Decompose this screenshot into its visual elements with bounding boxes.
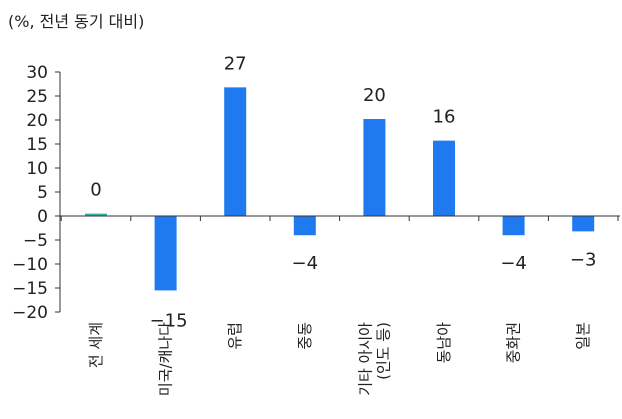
unit-label: (%, 전년 동기 대비) <box>8 12 145 31</box>
y-tick-label: 0 <box>37 207 48 227</box>
category-label: 전 세계 <box>87 322 105 368</box>
bar <box>363 119 386 216</box>
category-label: (인도 등) <box>374 322 392 380</box>
bar <box>154 216 177 291</box>
bar <box>433 140 455 216</box>
category-label: 중동 <box>296 322 314 350</box>
y-tick-label: 10 <box>26 159 48 179</box>
category-label: 기타 아시아 <box>356 322 374 396</box>
bar <box>224 87 247 216</box>
category-label: 중화권 <box>505 322 523 363</box>
y-tick-label: −20 <box>12 303 48 323</box>
y-tick-label: 5 <box>37 183 48 203</box>
bar <box>85 213 107 216</box>
category-label: 동남아 <box>435 322 453 364</box>
data-label: −4 <box>292 253 319 274</box>
x-axis <box>60 215 620 221</box>
data-label: −3 <box>570 249 597 270</box>
y-tick-label: −15 <box>12 279 48 299</box>
y-tick-label: 30 <box>26 63 48 83</box>
bar <box>502 216 525 236</box>
category-labels: 전 세계 미국/캐나다 유럽 중동 기타 아시아 (인도 등) 동남아 중화권 일본 <box>87 322 592 396</box>
category-label: 일본 <box>574 322 592 350</box>
bar <box>572 216 595 232</box>
category-label: 미국/캐나다 <box>157 322 175 396</box>
data-label: 16 <box>433 107 456 128</box>
y-axis: 30 25 20 15 10 5 0 −5 −10 −15 −20 <box>12 63 61 323</box>
data-label: −4 <box>500 253 527 274</box>
data-label: 27 <box>224 53 247 74</box>
y-tick-label: −10 <box>12 255 48 275</box>
bar <box>293 216 316 236</box>
data-label: 20 <box>363 85 386 106</box>
bars <box>85 87 595 291</box>
data-label: −15 <box>150 310 188 331</box>
data-label: 0 <box>90 180 101 201</box>
y-tick-label: −5 <box>23 231 48 251</box>
y-tick-label: 15 <box>26 135 48 155</box>
y-tick-label: 25 <box>26 87 48 107</box>
category-label: 유럽 <box>226 322 244 350</box>
data-labels: 0 −15 27 −4 20 16 −4 −3 <box>90 53 596 331</box>
y-tick-label: 20 <box>26 111 48 131</box>
